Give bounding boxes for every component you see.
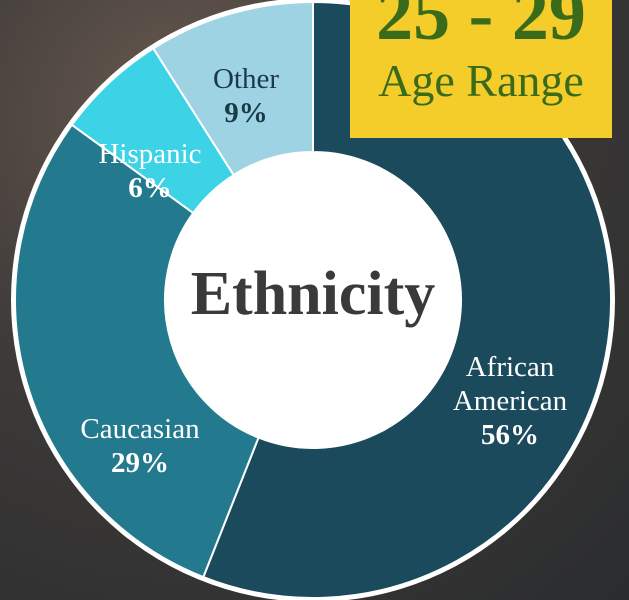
page: Ethnicity 25 - 29 Age Range African Amer…: [0, 0, 629, 600]
value-label: 56%: [420, 418, 600, 452]
category-label: Hispanic: [80, 137, 220, 171]
value-label: 29%: [60, 446, 220, 480]
badge-subtitle: Age Range: [350, 56, 612, 106]
category-label: African American: [420, 350, 600, 418]
badge: 25 - 29 Age Range: [350, 0, 612, 138]
category-label: Caucasian: [60, 412, 220, 446]
value-label: 6%: [80, 171, 220, 205]
center-label: Ethnicity: [191, 260, 436, 328]
category-label: Other: [186, 62, 306, 96]
badge-title: 25 - 29: [350, 0, 612, 52]
value-label: 9%: [186, 96, 306, 130]
